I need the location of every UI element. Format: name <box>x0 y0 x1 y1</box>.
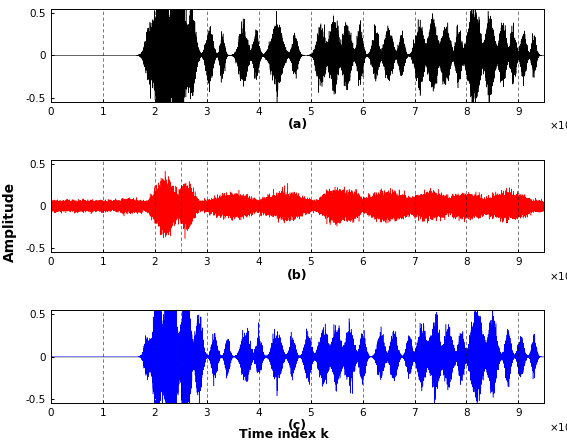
Text: $\times 10^4$: $\times 10^4$ <box>549 119 567 132</box>
Text: $\times 10^4$: $\times 10^4$ <box>549 269 567 283</box>
X-axis label: (a): (a) <box>287 118 308 131</box>
Text: Amplitude: Amplitude <box>3 182 17 261</box>
X-axis label: (b): (b) <box>287 269 308 282</box>
Text: Time index k: Time index k <box>239 428 328 441</box>
X-axis label: (c): (c) <box>288 420 307 432</box>
Text: $\times 10^4$: $\times 10^4$ <box>549 420 567 434</box>
